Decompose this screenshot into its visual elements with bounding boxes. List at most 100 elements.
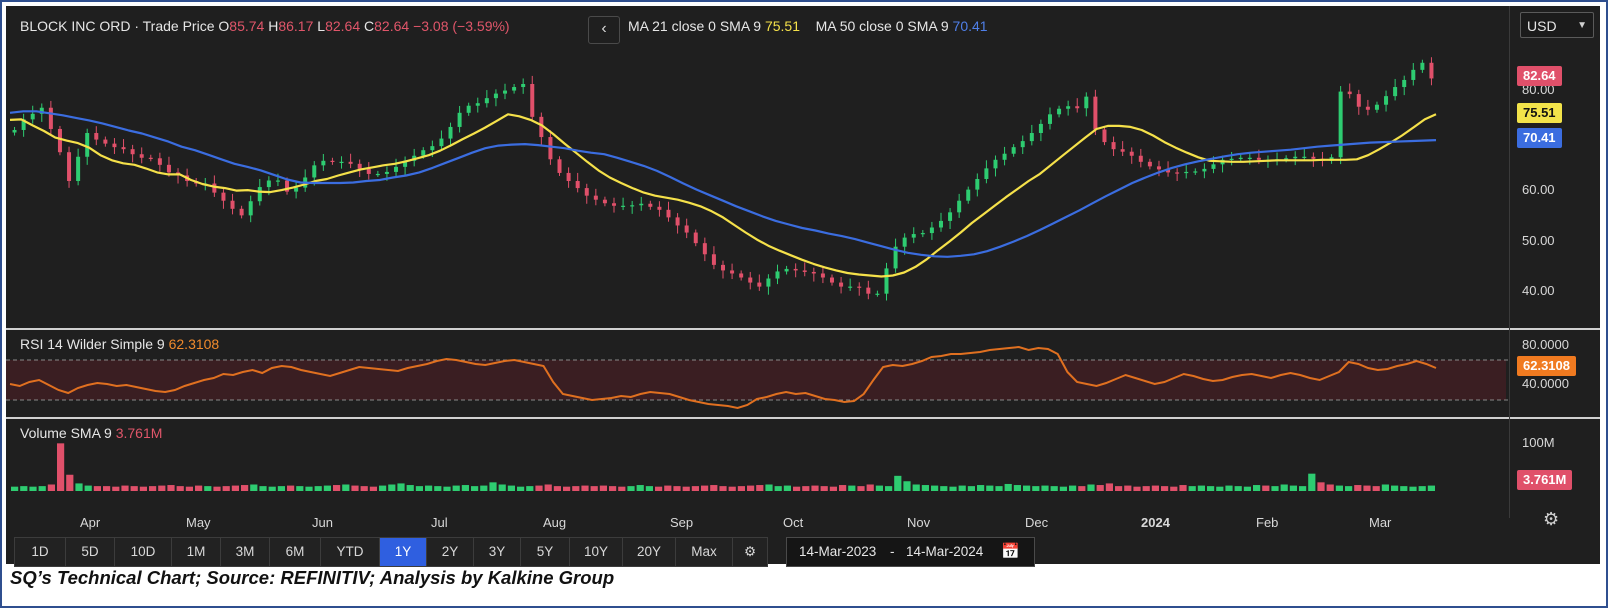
- volume-bar: [885, 486, 893, 491]
- date-to[interactable]: 14-Mar-2024: [906, 544, 984, 559]
- rsi-line: [9, 345, 1437, 410]
- volume-bar: [1161, 486, 1169, 491]
- ma21-tag: 75.51: [1517, 103, 1562, 123]
- volume-bar: [655, 486, 663, 491]
- volume-bar: [1345, 486, 1353, 491]
- volume-bar: [1069, 485, 1077, 491]
- range-button-20y[interactable]: 20Y: [622, 537, 676, 567]
- candle-body: [875, 293, 880, 295]
- volume-bar: [995, 486, 1003, 491]
- candle: [730, 263, 735, 280]
- candle-body: [948, 212, 953, 221]
- month-label-nov: Nov: [907, 515, 931, 530]
- volume-bar: [1400, 486, 1408, 491]
- candle: [1102, 126, 1107, 146]
- currency-value: USD: [1527, 18, 1557, 34]
- volume-bar: [342, 484, 350, 491]
- volume-bar: [1317, 482, 1325, 491]
- range-button-5y[interactable]: 5Y: [520, 537, 570, 567]
- candle: [666, 201, 671, 222]
- range-button-1d[interactable]: 1D: [14, 537, 66, 567]
- volume-bar: [517, 486, 525, 491]
- candle-body: [684, 225, 689, 233]
- range-button-ytd[interactable]: YTD: [320, 537, 380, 567]
- candle: [1066, 100, 1071, 116]
- candle: [657, 201, 662, 217]
- open-value: 85.74: [229, 18, 265, 34]
- candle-body: [357, 163, 362, 169]
- candle-body: [312, 165, 317, 178]
- candle-body: [166, 164, 171, 173]
- volume-bar: [756, 485, 764, 491]
- currency-select[interactable]: USD ▼: [1520, 12, 1594, 38]
- candle-body: [1211, 164, 1216, 169]
- chart-settings-gear-icon[interactable]: ⚙: [732, 537, 768, 567]
- candle: [1411, 63, 1416, 86]
- volume-bar: [388, 484, 396, 491]
- volume-bar: [1262, 485, 1270, 491]
- candle: [630, 200, 635, 214]
- candle-body: [103, 139, 108, 144]
- volume-bar: [627, 486, 635, 491]
- candle: [639, 196, 644, 211]
- month-label-aug: Aug: [543, 515, 567, 530]
- volume-bar: [1299, 486, 1307, 491]
- candle: [1002, 146, 1007, 166]
- candle-body: [539, 116, 544, 138]
- candle: [612, 197, 617, 213]
- date-range-picker[interactable]: 14-Mar-2023 - 14-Mar-2024 📅: [786, 537, 1035, 567]
- range-button-5d[interactable]: 5D: [65, 537, 115, 567]
- range-button-max[interactable]: Max: [675, 537, 733, 567]
- range-button-3m[interactable]: 3M: [220, 537, 270, 567]
- date-from[interactable]: 14-Mar-2023: [799, 544, 877, 559]
- volume-bar: [1326, 484, 1334, 491]
- range-button-1y[interactable]: 1Y: [379, 537, 427, 567]
- candle-body: [693, 232, 698, 244]
- range-button-10y[interactable]: 10Y: [569, 537, 623, 567]
- candle-body: [1084, 96, 1089, 109]
- candle: [1111, 136, 1116, 156]
- candle: [176, 168, 181, 184]
- volume-bar: [158, 485, 166, 491]
- collapse-legend-button[interactable]: ‹: [588, 16, 620, 44]
- range-button-1m[interactable]: 1M: [171, 537, 221, 567]
- candle-body: [1420, 62, 1425, 70]
- volume-bar: [296, 486, 304, 491]
- volume-bar: [710, 485, 718, 491]
- range-button-6m[interactable]: 6M: [269, 537, 321, 567]
- volume-bar: [305, 486, 313, 491]
- candle: [1347, 83, 1352, 99]
- calendar-icon[interactable]: 📅: [1001, 543, 1020, 560]
- volume-bar: [618, 486, 626, 491]
- candle-body: [548, 137, 553, 160]
- candle: [593, 188, 598, 206]
- volume-bar: [949, 486, 957, 491]
- volume-bar: [130, 486, 138, 491]
- rsi-band: [6, 360, 1506, 400]
- range-button-10d[interactable]: 10D: [114, 537, 172, 567]
- volume-bar: [268, 486, 276, 491]
- candle-body: [475, 103, 480, 106]
- candle: [1084, 92, 1089, 117]
- month-label-jul: Jul: [431, 515, 448, 530]
- candle: [702, 237, 707, 262]
- volume-bar: [839, 485, 847, 491]
- candle-body: [666, 209, 671, 218]
- range-button-2y[interactable]: 2Y: [426, 537, 474, 567]
- candle-body: [1302, 156, 1307, 158]
- candle-body: [1356, 94, 1361, 107]
- candle: [339, 156, 344, 169]
- volume-bar: [664, 485, 672, 491]
- range-button-3y[interactable]: 3Y: [473, 537, 521, 567]
- candle-body: [775, 271, 780, 279]
- candle: [1293, 151, 1298, 166]
- candle: [348, 153, 353, 169]
- volume-bar: [986, 485, 994, 491]
- candle-body: [285, 180, 290, 192]
- candle: [1129, 147, 1134, 164]
- candle: [1038, 119, 1043, 142]
- open-label: O: [218, 18, 230, 34]
- candle-body: [811, 271, 816, 274]
- volume-bar: [1041, 485, 1049, 491]
- settings-gear-icon[interactable]: ⚙: [1543, 509, 1560, 529]
